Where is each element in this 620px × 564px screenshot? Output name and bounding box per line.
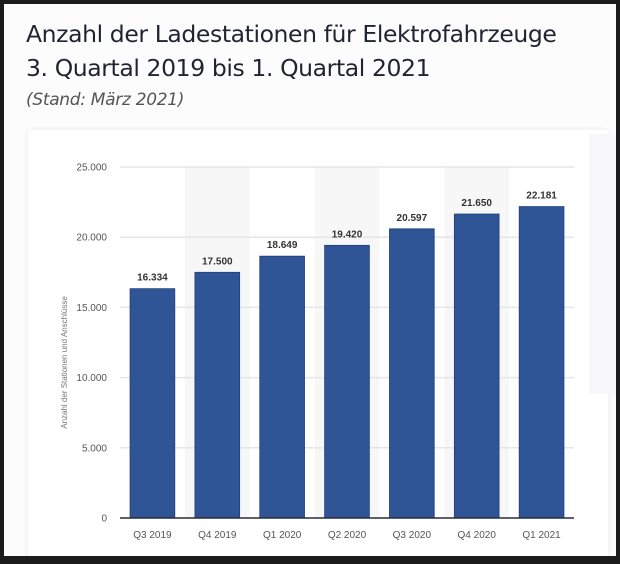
bar-chart: 0 5.000 10.000 15.000 20.000 25.000 16.334 17.… (60, 163, 574, 541)
bar[interactable] (518, 206, 565, 519)
chart-title-line-1: Anzahl der Ladestationen für Elektrofahr… (26, 20, 557, 48)
chart-frame: Anzahl der Ladestationen für Elektrofahr… (4, 4, 616, 556)
data-label: 17.500 (202, 256, 233, 267)
x-tick-label: Q4 2019 (198, 530, 237, 541)
bar[interactable] (453, 213, 500, 519)
y-tick-label: 20.000 (76, 233, 107, 244)
y-tick-label: 25.000 (76, 163, 107, 174)
data-labels: 16.334 17.500 18.649 19.420 20.597 21.650 22.1… (137, 191, 557, 284)
data-label: 21.650 (461, 198, 492, 209)
bar[interactable] (324, 244, 370, 519)
chart-title: Anzahl der Ladestationen für Elektrofahr… (26, 17, 557, 85)
y-tick-label: 10.000 (76, 373, 107, 384)
data-label: 16.334 (137, 273, 168, 284)
x-tick-label: Q4 2020 (458, 530, 497, 541)
x-tick-label: Q1 2021 (522, 530, 561, 541)
bar[interactable] (389, 228, 435, 519)
bar[interactable] (129, 288, 176, 519)
x-tick-label: Q2 2020 (328, 530, 367, 541)
side-toolbar (590, 134, 616, 394)
y-axis-title: Anzahl der Stationen und Anschlüsse (60, 296, 69, 429)
x-tick-label: Q3 2019 (133, 530, 172, 541)
x-tick-label: Q1 2020 (263, 530, 302, 541)
data-label: 20.597 (397, 213, 428, 224)
bar[interactable] (259, 255, 305, 519)
y-tick-label: 0 (101, 514, 107, 525)
x-axis-ticks: Q3 2019 Q4 2019 Q1 2020 Q2 2020 Q3 2020 Q4 20… (133, 530, 561, 541)
chart-subtitle: (Stand: März 2021) (26, 90, 185, 110)
data-label: 22.181 (526, 191, 557, 202)
y-axis-ticks: 0 5.000 10.000 15.000 20.000 25.000 (76, 163, 107, 525)
bars (129, 206, 565, 519)
chart-title-line-2: 3. Quartal 2019 bis 1. Quartal 2021 (26, 54, 431, 82)
data-label: 18.649 (267, 240, 298, 251)
bar[interactable] (194, 271, 241, 519)
y-tick-label: 5.000 (82, 443, 107, 454)
y-tick-label: 15.000 (76, 303, 107, 314)
data-label: 19.420 (332, 229, 363, 240)
x-tick-label: Q3 2020 (393, 530, 432, 541)
